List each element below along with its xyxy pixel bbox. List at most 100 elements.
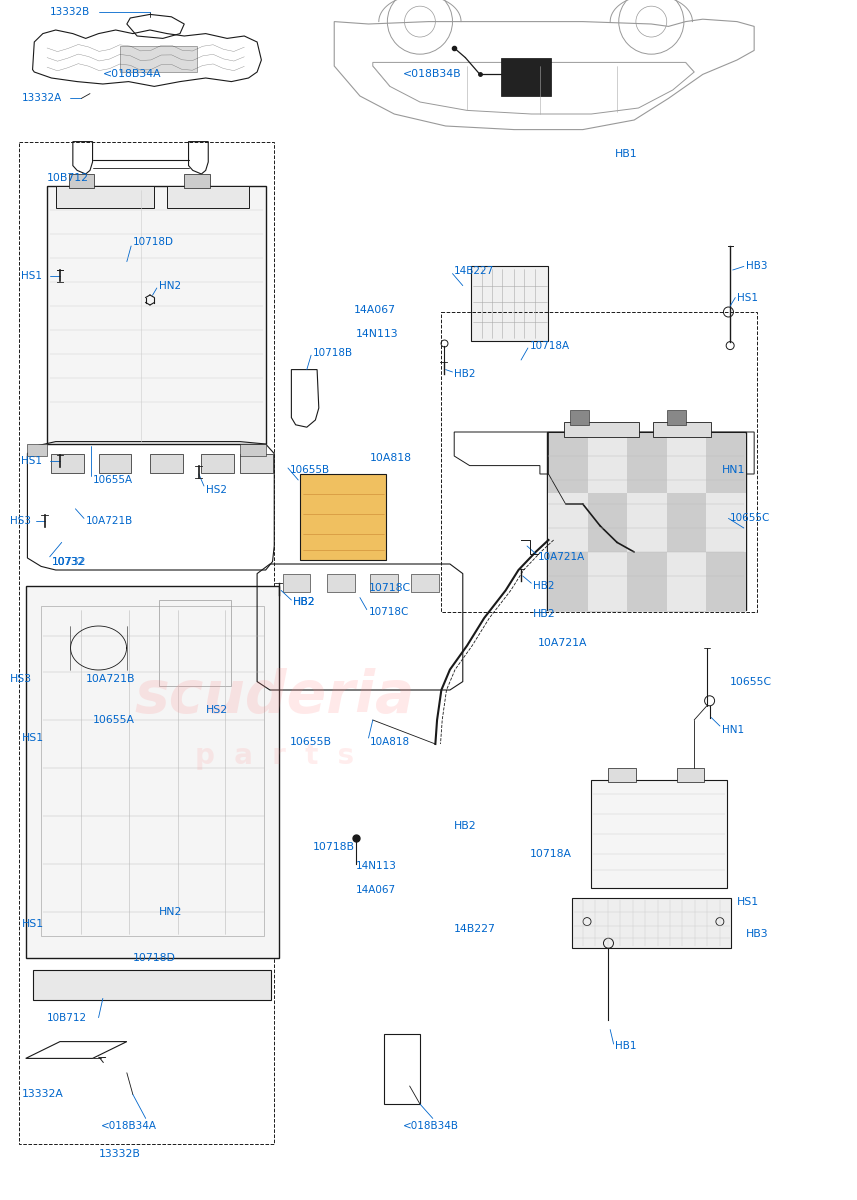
- Text: HN1: HN1: [722, 725, 744, 734]
- Polygon shape: [26, 586, 279, 958]
- Text: 10718A: 10718A: [530, 341, 570, 350]
- Text: HS1: HS1: [21, 919, 44, 929]
- Text: scuderia: scuderia: [134, 667, 415, 725]
- Text: 13332B: 13332B: [99, 1150, 141, 1159]
- Text: HS2: HS2: [206, 706, 228, 715]
- Text: <018B34B: <018B34B: [403, 1121, 458, 1130]
- Text: 10718C: 10718C: [369, 583, 411, 593]
- Text: 10718C: 10718C: [369, 607, 409, 617]
- Text: HS1: HS1: [21, 456, 43, 466]
- Text: 10655A: 10655A: [93, 475, 133, 485]
- Polygon shape: [548, 552, 588, 611]
- Text: 14A067: 14A067: [354, 305, 396, 314]
- Polygon shape: [564, 422, 639, 437]
- Text: HS1: HS1: [21, 271, 43, 281]
- Text: 10718D: 10718D: [133, 238, 174, 247]
- Text: 14B227: 14B227: [454, 924, 496, 934]
- Text: 10718D: 10718D: [133, 953, 176, 962]
- Polygon shape: [548, 493, 588, 552]
- Polygon shape: [99, 454, 131, 473]
- Text: 13332B: 13332B: [50, 7, 90, 17]
- Polygon shape: [120, 46, 197, 72]
- Text: 10732: 10732: [51, 557, 86, 566]
- Polygon shape: [283, 574, 310, 592]
- Polygon shape: [47, 186, 266, 444]
- Polygon shape: [33, 970, 271, 1000]
- Text: HN2: HN2: [159, 907, 182, 917]
- Polygon shape: [627, 434, 667, 493]
- Text: HS2: HS2: [206, 485, 227, 494]
- Polygon shape: [411, 574, 439, 592]
- Polygon shape: [56, 186, 154, 208]
- Text: HB1: HB1: [615, 1042, 637, 1051]
- Text: p  a  r  t  s: p a r t s: [195, 742, 354, 770]
- Text: 10718B: 10718B: [313, 348, 353, 358]
- Polygon shape: [677, 768, 704, 782]
- Polygon shape: [667, 552, 706, 611]
- Polygon shape: [588, 552, 627, 611]
- Text: 10A721B: 10A721B: [86, 516, 133, 526]
- Text: HB2: HB2: [454, 370, 476, 379]
- Text: 14N113: 14N113: [356, 862, 397, 871]
- Text: 10A818: 10A818: [370, 454, 412, 463]
- Text: HB2: HB2: [533, 581, 554, 590]
- Text: HB2: HB2: [533, 610, 555, 619]
- Text: HB2: HB2: [293, 598, 315, 607]
- Text: 10732: 10732: [51, 557, 85, 566]
- Polygon shape: [667, 410, 686, 425]
- Text: 13332A: 13332A: [21, 94, 62, 103]
- Text: 10A721A: 10A721A: [538, 552, 585, 562]
- Polygon shape: [588, 493, 627, 552]
- Text: 14N113: 14N113: [356, 329, 399, 338]
- Text: HB2: HB2: [293, 598, 315, 607]
- Polygon shape: [653, 422, 711, 437]
- Text: <018B34B: <018B34B: [403, 70, 461, 79]
- Text: <018B34A: <018B34A: [101, 1121, 157, 1130]
- Text: 10B712: 10B712: [47, 1013, 87, 1022]
- Polygon shape: [240, 444, 266, 456]
- Polygon shape: [501, 58, 551, 96]
- Text: 13332A: 13332A: [21, 1090, 63, 1099]
- Polygon shape: [370, 574, 398, 592]
- Text: HB3: HB3: [746, 929, 768, 938]
- Polygon shape: [572, 898, 731, 948]
- Polygon shape: [327, 574, 355, 592]
- Polygon shape: [471, 266, 548, 341]
- Text: 10A721A: 10A721A: [538, 638, 588, 648]
- Polygon shape: [667, 493, 706, 552]
- Text: HS1: HS1: [737, 293, 758, 302]
- Text: 10655B: 10655B: [290, 466, 330, 475]
- Text: HS3: HS3: [10, 516, 32, 526]
- Polygon shape: [570, 410, 589, 425]
- Text: 10B712: 10B712: [47, 173, 89, 182]
- Polygon shape: [547, 432, 746, 610]
- Polygon shape: [588, 434, 627, 493]
- Polygon shape: [167, 186, 249, 208]
- Text: 10655C: 10655C: [730, 677, 772, 686]
- Text: <018B34A: <018B34A: [103, 70, 161, 79]
- Polygon shape: [69, 174, 94, 188]
- Polygon shape: [240, 454, 273, 473]
- Text: 10655C: 10655C: [730, 514, 770, 523]
- Polygon shape: [706, 552, 746, 611]
- Text: HB1: HB1: [615, 149, 638, 158]
- Text: 14A067: 14A067: [356, 886, 396, 895]
- Text: HN1: HN1: [722, 466, 745, 475]
- Text: HB3: HB3: [746, 262, 767, 271]
- Text: HS1: HS1: [21, 733, 44, 743]
- Text: 10655A: 10655A: [93, 715, 135, 725]
- Polygon shape: [627, 493, 667, 552]
- Text: 10A818: 10A818: [370, 737, 411, 746]
- Text: 14B227: 14B227: [454, 266, 494, 276]
- Polygon shape: [300, 474, 386, 560]
- Polygon shape: [627, 552, 667, 611]
- Text: 10718B: 10718B: [313, 842, 355, 852]
- Text: 10655B: 10655B: [290, 737, 332, 746]
- Polygon shape: [184, 174, 210, 188]
- Polygon shape: [706, 434, 746, 493]
- Text: HS1: HS1: [737, 898, 759, 907]
- Polygon shape: [591, 780, 727, 888]
- Polygon shape: [608, 768, 636, 782]
- Text: HB2: HB2: [454, 821, 476, 830]
- Text: 10A721B: 10A721B: [86, 674, 135, 684]
